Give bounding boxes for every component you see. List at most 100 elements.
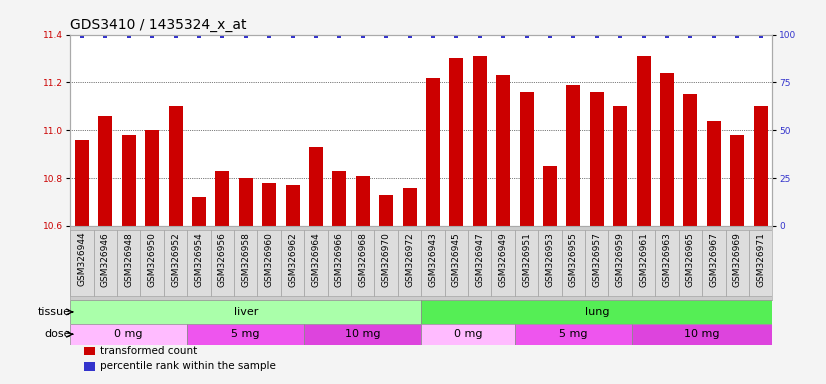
Text: percentile rank within the sample: percentile rank within the sample: [100, 361, 276, 371]
Point: [333, 33, 346, 40]
Text: GSM326962: GSM326962: [288, 232, 297, 286]
Point: [145, 33, 159, 40]
Bar: [351, 230, 374, 296]
Text: GSM326963: GSM326963: [662, 232, 672, 287]
Text: 5 mg: 5 mg: [231, 329, 260, 339]
Text: GSM326961: GSM326961: [639, 232, 648, 287]
Text: GSM326957: GSM326957: [592, 232, 601, 287]
Text: GSM326952: GSM326952: [171, 232, 180, 286]
Text: GSM326959: GSM326959: [615, 232, 624, 287]
Bar: [539, 230, 562, 296]
Bar: [70, 230, 93, 296]
Text: GSM326971: GSM326971: [756, 232, 765, 287]
Point: [684, 33, 697, 40]
Bar: [426, 78, 440, 226]
Text: GSM326956: GSM326956: [218, 232, 227, 287]
Bar: [609, 230, 632, 296]
Bar: [637, 56, 651, 226]
Bar: [421, 230, 444, 296]
Text: GSM326964: GSM326964: [311, 232, 320, 286]
Point: [730, 33, 743, 40]
Text: GSM326949: GSM326949: [499, 232, 508, 286]
Bar: [145, 130, 159, 226]
Bar: [169, 106, 183, 226]
Bar: [449, 58, 463, 226]
Bar: [70, 300, 421, 324]
Bar: [585, 230, 609, 296]
Point: [263, 33, 276, 40]
Point: [356, 33, 369, 40]
Bar: [84, 362, 96, 371]
Bar: [374, 230, 398, 296]
Text: 5 mg: 5 mg: [559, 329, 587, 339]
Bar: [520, 92, 534, 226]
Bar: [140, 230, 164, 296]
Bar: [286, 185, 300, 226]
Bar: [679, 230, 702, 296]
Bar: [356, 175, 370, 226]
Bar: [515, 324, 632, 345]
Point: [614, 33, 627, 40]
Bar: [379, 195, 393, 226]
Bar: [491, 230, 515, 296]
Bar: [753, 106, 767, 226]
Bar: [164, 230, 188, 296]
Point: [380, 33, 393, 40]
Bar: [239, 178, 253, 226]
Bar: [660, 73, 674, 226]
Bar: [398, 230, 421, 296]
Point: [169, 33, 183, 40]
Point: [449, 33, 463, 40]
Bar: [543, 166, 557, 226]
Point: [240, 33, 253, 40]
Text: GSM326955: GSM326955: [569, 232, 578, 287]
Point: [99, 33, 112, 40]
Bar: [702, 230, 725, 296]
Text: GSM326945: GSM326945: [452, 232, 461, 286]
Point: [637, 33, 650, 40]
Bar: [262, 183, 276, 226]
Bar: [304, 324, 421, 345]
Bar: [421, 324, 515, 345]
Bar: [468, 230, 491, 296]
Text: GSM326967: GSM326967: [710, 232, 719, 287]
Point: [192, 33, 206, 40]
Text: transformed count: transformed count: [100, 346, 197, 356]
Bar: [281, 230, 304, 296]
Bar: [75, 140, 89, 226]
Bar: [234, 230, 258, 296]
Bar: [683, 94, 697, 226]
Bar: [121, 135, 135, 226]
Point: [520, 33, 534, 40]
Bar: [444, 230, 468, 296]
Point: [707, 33, 720, 40]
Bar: [496, 75, 510, 226]
Bar: [188, 324, 304, 345]
Text: GSM326947: GSM326947: [475, 232, 484, 286]
Text: GSM326943: GSM326943: [429, 232, 438, 286]
Text: lung: lung: [585, 307, 609, 317]
Text: 10 mg: 10 mg: [685, 329, 719, 339]
Text: GSM326960: GSM326960: [264, 232, 273, 287]
Point: [426, 33, 439, 40]
Text: GSM326953: GSM326953: [545, 232, 554, 287]
Text: GSM326944: GSM326944: [78, 232, 87, 286]
Point: [309, 33, 322, 40]
Text: GSM326951: GSM326951: [522, 232, 531, 287]
Point: [122, 33, 135, 40]
Point: [590, 33, 603, 40]
Bar: [632, 324, 772, 345]
Bar: [567, 85, 581, 226]
Text: GSM326970: GSM326970: [382, 232, 391, 287]
Bar: [98, 116, 112, 226]
Bar: [332, 171, 346, 226]
Point: [286, 33, 299, 40]
Bar: [725, 230, 749, 296]
Point: [403, 33, 416, 40]
Bar: [192, 197, 206, 226]
Bar: [309, 147, 323, 226]
Point: [567, 33, 580, 40]
Text: GSM326950: GSM326950: [148, 232, 157, 287]
Text: GSM326972: GSM326972: [405, 232, 414, 286]
Bar: [402, 187, 416, 226]
